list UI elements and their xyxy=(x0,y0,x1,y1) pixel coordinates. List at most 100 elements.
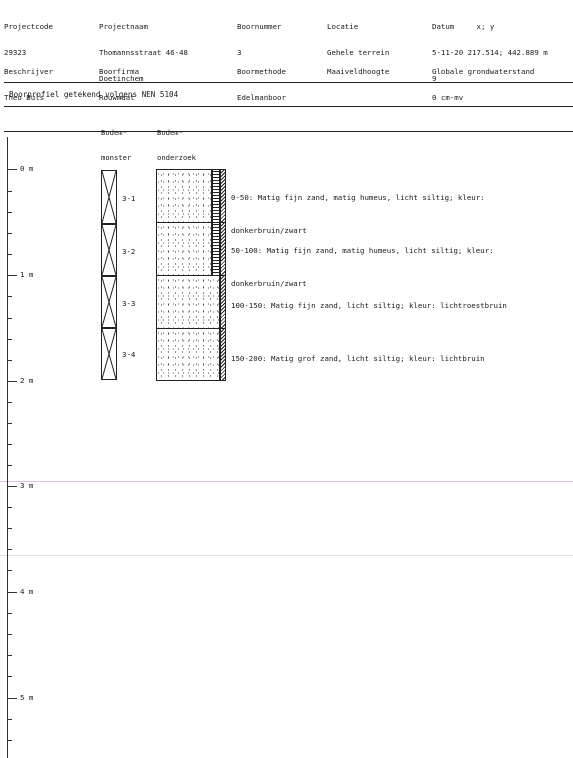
boornummer-label: Boornummer xyxy=(237,22,282,32)
datum-value: 5-11-20 217.514; 442.889 m xyxy=(432,47,548,57)
layer-description-3: 100-150: Matig fijn zand, licht siltig; … xyxy=(231,278,507,333)
layer-description-1: 0-50: Matig fijn zand, matig humeus, lic… xyxy=(231,170,485,258)
sample-box-3 xyxy=(101,276,117,328)
layer-description-2-line1: 50-100: Matig fijn zand, matig humeus, l… xyxy=(231,246,494,255)
layer-description-1-line2: donkerbruin/zwart xyxy=(231,226,307,235)
maaiveld-cell: Maaiveldhoogte xyxy=(327,51,389,94)
profile-subtitle: Boorprofiel getekend volgens NEN 5104 xyxy=(9,90,179,99)
projectnaam-value: Thomannsstraat 46-48 xyxy=(99,47,188,57)
sample-cross-icon xyxy=(102,329,116,379)
depth-tick-major xyxy=(7,169,17,170)
datum-cell: Datum x; y 5-11-20 217.514; 442.889 m 9 xyxy=(432,6,548,101)
grondwater-value: 0 cm-mv xyxy=(432,92,464,102)
boormethode-value: Edelmanboor xyxy=(237,92,286,102)
column-header-divider xyxy=(4,131,573,132)
humus-symbol xyxy=(212,169,220,223)
sample-box-2 xyxy=(101,224,117,276)
depth-tick-major xyxy=(7,486,17,487)
layer-description-4: 150-200: Matig grof zand, licht siltig; … xyxy=(231,331,485,386)
depth-label-4m: 4 m xyxy=(20,587,34,596)
silt-symbol xyxy=(220,169,226,223)
depth-tick-major xyxy=(7,592,17,593)
sample-label-2: 3-2 xyxy=(122,247,136,256)
depth-tick-major xyxy=(7,381,17,382)
depth-tick-minor xyxy=(7,191,12,192)
depth-tick-minor xyxy=(7,719,12,720)
projectnaam-cell: Projectnaam Thomannsstraat 46-48 Doetinc… xyxy=(99,6,188,101)
depth-tick-minor xyxy=(7,318,12,319)
scan-band xyxy=(0,481,573,482)
depth-tick-major xyxy=(7,275,17,276)
soil-layer-4 xyxy=(156,328,220,381)
silt-symbol xyxy=(220,328,226,381)
boorfirma-value: Rouwmaat xyxy=(99,92,135,102)
sample-label-4: 3-4 xyxy=(122,350,136,359)
depth-tick-minor xyxy=(7,507,12,508)
column-header-bodemonderzoek-line1: Bodem- xyxy=(157,127,183,137)
depth-label-3m: 3 m xyxy=(20,481,34,490)
depth-tick-minor xyxy=(7,360,12,361)
depth-label-5m: 5 m xyxy=(20,693,34,702)
depth-tick-minor xyxy=(7,423,12,424)
sample-label-1: 3-1 xyxy=(122,194,136,203)
depth-tick-minor xyxy=(7,233,12,234)
depth-tick-minor xyxy=(7,634,12,635)
depth-label-2m: 2 m xyxy=(20,376,34,385)
boornummer-cell: Boornummer 3 xyxy=(237,6,282,75)
sample-box-1 xyxy=(101,170,117,224)
layer-description-1-line1: 0-50: Matig fijn zand, matig humeus, lic… xyxy=(231,193,485,202)
depth-tick-minor xyxy=(7,296,12,297)
sample-cross-icon xyxy=(102,277,116,327)
depth-tick-minor xyxy=(7,402,12,403)
depth-tick-minor xyxy=(7,549,12,550)
projectcode-value: 29323 xyxy=(4,47,27,57)
soil-layer-1 xyxy=(156,169,212,223)
datum-extra: 9 xyxy=(432,73,437,83)
column-header-bodemmonster-line1: Bodem- xyxy=(101,127,127,137)
locatie-cell: Locatie Gehele terrein xyxy=(327,6,389,75)
humus-symbol xyxy=(212,222,220,276)
depth-tick-minor xyxy=(7,613,12,614)
soil-layer-3 xyxy=(156,275,220,329)
header: Projectcode 29323 Projectnaam Thomannsst… xyxy=(0,0,573,102)
depth-tick-minor xyxy=(7,570,12,571)
depth-tick-minor xyxy=(7,254,12,255)
layer-description-3-line1: 100-150: Matig fijn zand, licht siltig; … xyxy=(231,301,507,310)
projectnaam-place: Doetinchem xyxy=(99,73,144,83)
layer-description-2-line2: donkerbruin/zwart xyxy=(231,279,307,288)
projectcode-label: Projectcode xyxy=(4,22,53,32)
boormethode-cell: Boormethode Edelmanboor xyxy=(237,51,286,120)
projectnaam-label: Projectnaam xyxy=(99,22,148,32)
boormethode-label: Boormethode xyxy=(237,67,286,77)
maaiveld-label: Maaiveldhoogte xyxy=(327,67,390,77)
boorfirma-cell: Boorfirma Rouwmaat xyxy=(99,51,139,120)
grondwater-cell: Globale grondwaterstand 0 cm-mv xyxy=(432,51,534,120)
projectcode-cell: Projectcode 29323 xyxy=(4,6,53,75)
depth-tick-minor xyxy=(7,676,12,677)
boornummer-value: 3 xyxy=(237,47,242,57)
header-divider xyxy=(4,82,573,83)
locatie-label: Locatie xyxy=(327,22,359,32)
depth-label-0m: 0 m xyxy=(20,164,34,173)
column-header-bodemmonster-line2: monster xyxy=(101,153,132,163)
sample-cross-icon xyxy=(102,225,116,275)
beschrijver-label: Beschrijver xyxy=(4,67,53,77)
column-header-bodemonderzoek: Bodem- onderzoek xyxy=(157,112,196,179)
depth-tick-minor xyxy=(7,444,12,445)
datum-label: Datum x; y xyxy=(432,22,495,32)
depth-tick-minor xyxy=(7,655,12,656)
sample-cross-icon xyxy=(102,171,116,223)
scan-band xyxy=(0,555,573,556)
silt-symbol xyxy=(220,275,226,329)
depth-tick-minor xyxy=(7,465,12,466)
depth-tick-minor xyxy=(7,740,12,741)
beschrijver-value: Theo Buls xyxy=(4,92,45,102)
layer-description-4-line1: 150-200: Matig grof zand, licht siltig; … xyxy=(231,354,485,363)
depth-tick-minor xyxy=(7,339,12,340)
grondwater-label: Globale grondwaterstand xyxy=(432,67,535,77)
boorfirma-label: Boorfirma xyxy=(99,67,140,77)
beschrijver-cell: Beschrijver Theo Buls xyxy=(4,51,53,120)
depth-tick-major xyxy=(7,698,17,699)
sample-box-4 xyxy=(101,328,117,380)
